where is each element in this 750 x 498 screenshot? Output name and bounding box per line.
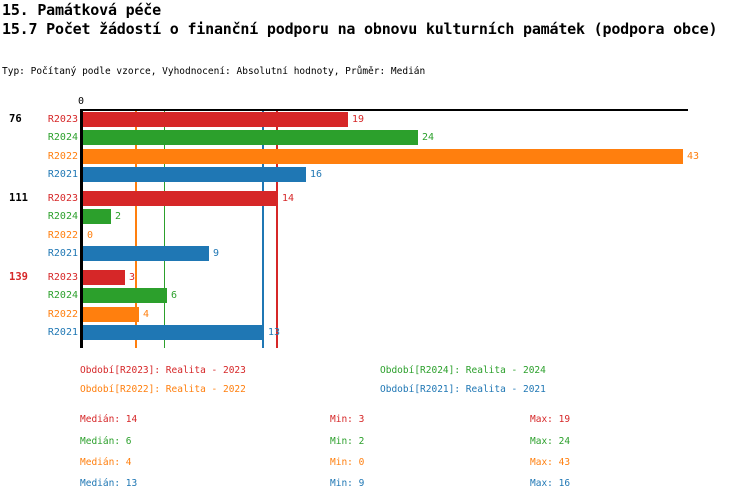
- bar: [83, 325, 264, 340]
- series-label: R2022: [47, 309, 78, 320]
- page-subtitle: 15.7 Počet žádostí o finanční podporu na…: [2, 20, 718, 38]
- bar-value-label: 43: [687, 151, 700, 162]
- bar-value-label: 3: [129, 272, 136, 283]
- legend-item-r2022: Období[R2022]: Realita - 2022: [80, 384, 246, 395]
- series-label: R2021: [47, 248, 78, 259]
- series-label: R2021: [47, 169, 78, 180]
- stat-median: Medián: 13: [80, 478, 138, 489]
- zero-tick-label: 0: [77, 96, 85, 107]
- bar: [83, 149, 683, 164]
- series-label: R2024: [47, 290, 78, 301]
- stat-median: Medián: 14: [80, 414, 138, 425]
- bar: [83, 246, 209, 261]
- series-label: R2023: [47, 272, 78, 283]
- bar: [83, 288, 167, 303]
- bar: [83, 130, 418, 145]
- group-label: 139: [9, 271, 28, 283]
- bar: [83, 167, 306, 182]
- legend-item-r2021: Období[R2021]: Realita - 2021: [380, 384, 546, 395]
- median-line-r2022: [135, 111, 137, 348]
- bar: [83, 209, 111, 224]
- stat-median: Medián: 4: [80, 457, 132, 468]
- bar-value-label: 14: [282, 193, 295, 204]
- stat-min: Min: 0: [330, 457, 365, 468]
- stat-max: Max: 19: [530, 414, 571, 425]
- bar-value-label: 16: [310, 169, 323, 180]
- x-axis-line: [80, 109, 688, 111]
- page-title: 15. Památková péče: [2, 1, 161, 19]
- stat-min: Min: 9: [330, 478, 365, 489]
- group-label: 76: [9, 113, 22, 125]
- chart-meta: Typ: Počítaný podle vzorce, Vyhodnocení:…: [2, 66, 426, 77]
- group-label: 111: [9, 192, 28, 204]
- stat-max: Max: 43: [530, 457, 571, 468]
- bar: [83, 112, 348, 127]
- stat-median: Medián: 6: [80, 436, 132, 447]
- legend-item-r2024: Období[R2024]: Realita - 2024: [380, 365, 546, 376]
- bar-value-label: 24: [422, 132, 435, 143]
- bar: [83, 191, 278, 206]
- series-label: R2023: [47, 114, 78, 125]
- bar-value-label: 4: [143, 309, 150, 320]
- bar-value-label: 2: [115, 211, 122, 222]
- stat-min: Min: 3: [330, 414, 365, 425]
- stat-min: Min: 2: [330, 436, 365, 447]
- series-label: R2023: [47, 193, 78, 204]
- series-label: R2022: [47, 230, 78, 241]
- bar: [83, 270, 125, 285]
- stat-max: Max: 16: [530, 478, 571, 489]
- bar: [83, 307, 139, 322]
- median-line-r2023: [276, 111, 278, 348]
- bar-value-label: 19: [352, 114, 365, 125]
- median-line-r2021: [262, 111, 264, 348]
- series-label: R2022: [47, 151, 78, 162]
- series-label: R2024: [47, 211, 78, 222]
- bar-value-label: 13: [268, 327, 281, 338]
- bar-value-label: 0: [87, 230, 94, 241]
- series-label: R2021: [47, 327, 78, 338]
- y-axis-line: [80, 109, 83, 348]
- bar-value-label: 9: [213, 248, 220, 259]
- stat-max: Max: 24: [530, 436, 571, 447]
- legend-item-r2023: Období[R2023]: Realita - 2023: [80, 365, 246, 376]
- median-line-r2024: [163, 111, 166, 348]
- bar-value-label: 6: [171, 290, 178, 301]
- series-label: R2024: [47, 132, 78, 143]
